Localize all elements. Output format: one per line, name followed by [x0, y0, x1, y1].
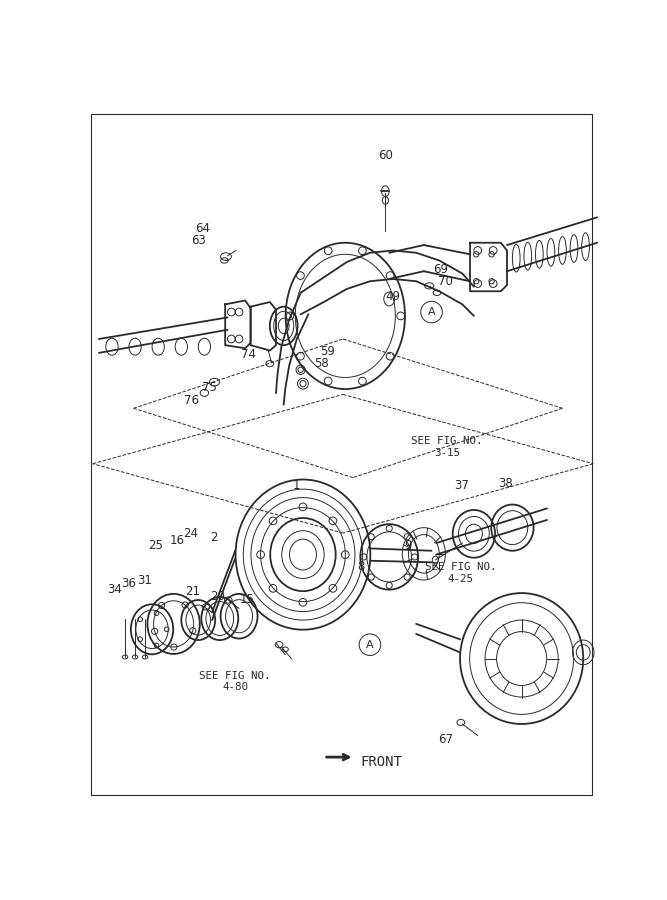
Text: 34: 34 — [107, 583, 122, 596]
Text: 70: 70 — [438, 274, 454, 288]
Text: 2: 2 — [210, 531, 217, 544]
Text: 1: 1 — [293, 479, 301, 491]
Text: 63: 63 — [191, 234, 207, 247]
Text: 24: 24 — [183, 527, 198, 540]
Text: 16: 16 — [170, 535, 185, 547]
Text: SEE FIG NO.
4-80: SEE FIG NO. 4-80 — [199, 670, 271, 692]
Text: 15: 15 — [239, 593, 254, 606]
Text: SEE FIG NO.
3-15: SEE FIG NO. 3-15 — [411, 436, 483, 457]
Text: 75: 75 — [202, 381, 217, 394]
Text: 74: 74 — [241, 348, 255, 361]
Text: 67: 67 — [438, 733, 453, 746]
Text: 59: 59 — [320, 345, 335, 358]
Text: FRONT: FRONT — [361, 755, 402, 770]
Text: 9: 9 — [405, 539, 412, 552]
Text: 36: 36 — [121, 578, 136, 590]
Text: 60: 60 — [378, 149, 393, 162]
Text: 38: 38 — [498, 477, 514, 490]
Text: 21: 21 — [185, 585, 200, 598]
Text: SEE FIG NO.
4-25: SEE FIG NO. 4-25 — [425, 562, 496, 584]
Text: A: A — [428, 307, 436, 317]
Text: 8: 8 — [357, 561, 364, 573]
Text: 58: 58 — [315, 357, 329, 370]
Text: 64: 64 — [195, 222, 210, 236]
Text: 69: 69 — [433, 263, 448, 276]
Text: 25: 25 — [149, 539, 163, 552]
Text: 37: 37 — [455, 479, 470, 491]
Text: 20: 20 — [210, 590, 225, 603]
Text: A: A — [366, 640, 374, 650]
Text: 76: 76 — [184, 394, 199, 407]
Text: 49: 49 — [386, 290, 400, 303]
Text: 31: 31 — [137, 574, 152, 588]
